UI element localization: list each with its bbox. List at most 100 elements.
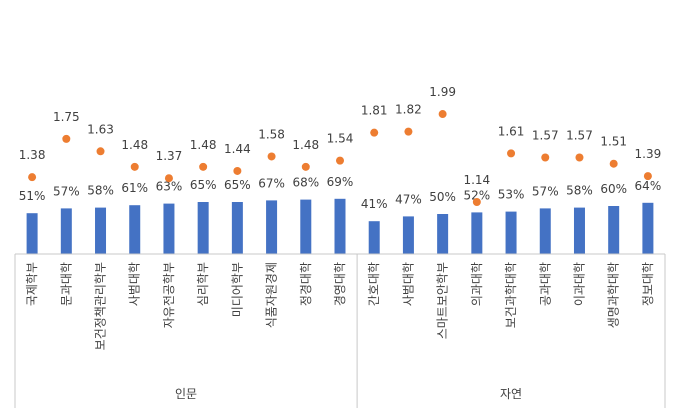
point <box>643 172 652 181</box>
bar <box>60 208 72 254</box>
bar <box>129 205 141 254</box>
point-value-label: 1.82 <box>395 103 422 117</box>
category-label: 간호대학 <box>367 262 381 306</box>
bar-value-label: 67% <box>258 176 285 190</box>
category-label: 미디어학부 <box>230 262 244 317</box>
category-label: 문과대학 <box>59 262 73 306</box>
point-value-label: 1.14 <box>463 173 490 187</box>
bar-value-label: 61% <box>121 181 148 195</box>
bar <box>573 207 585 254</box>
category-label: 경영대학 <box>333 262 347 306</box>
bar-value-label: 53% <box>498 188 525 202</box>
category-label: 심리학부 <box>196 262 210 306</box>
bar-value-label: 63% <box>156 180 183 194</box>
point <box>541 153 550 162</box>
point <box>28 173 37 182</box>
category-label: 사범대학 <box>401 262 415 306</box>
point-value-label: 1.39 <box>635 147 662 161</box>
category-labels: 국제학부 문과대학 보건정책관리학부 사범대학 자유전공학부 심리학부 미디어학부 식품자원경… <box>25 262 655 350</box>
point-value-label: 1.63 <box>87 122 114 136</box>
category-axis <box>14 253 666 408</box>
bar <box>300 199 312 254</box>
bar <box>26 213 38 254</box>
bar <box>642 202 654 254</box>
category-label: 보건정책관리학부 <box>93 262 108 350</box>
point <box>370 128 379 137</box>
category-label: 자유전공학부 <box>162 262 176 328</box>
bar <box>95 207 107 254</box>
point-value-label: 1.48 <box>292 138 319 152</box>
point-value-label: 1.99 <box>429 85 456 99</box>
point <box>130 162 139 171</box>
bar <box>402 216 414 254</box>
bar-value-label: 52% <box>464 188 491 202</box>
point-value-label: 1.51 <box>600 135 627 149</box>
group-labels: 인문 자연 <box>175 387 522 401</box>
point-value-label: 1.58 <box>258 127 285 141</box>
bar-series <box>26 198 654 254</box>
point <box>267 152 276 161</box>
bar-value-label: 50% <box>429 190 456 204</box>
bar-value-label: 58% <box>87 184 114 198</box>
bar-value-labels: 51% 57% 58% 61% 63% 65% 65% 67% 68% 69% 41% 47% 50% 5… <box>19 175 661 211</box>
point <box>507 149 516 158</box>
bar <box>437 214 449 254</box>
bar-value-label: 57% <box>53 184 80 198</box>
point <box>233 166 242 175</box>
category-label: 공과대학 <box>538 262 552 306</box>
bar <box>608 206 620 254</box>
point <box>62 134 71 143</box>
category-label: 의과대학 <box>470 262 484 306</box>
category-label: 사범대학 <box>128 262 142 306</box>
bar-value-label: 51% <box>19 189 46 203</box>
point-value-label: 1.57 <box>532 129 559 143</box>
bar <box>539 208 551 254</box>
point-value-label: 1.81 <box>361 104 388 118</box>
point-value-label: 1.61 <box>498 124 525 138</box>
point <box>199 162 208 171</box>
category-label: 생명과학대학 <box>607 262 621 328</box>
point-value-label: 1.75 <box>53 110 80 124</box>
point-value-label: 1.38 <box>19 148 46 162</box>
point-series <box>28 110 652 207</box>
bar <box>471 212 483 254</box>
bar-value-label: 64% <box>635 179 662 193</box>
bar <box>368 221 380 254</box>
point <box>609 159 618 168</box>
category-label: 정보대학 <box>641 262 655 306</box>
bar-value-label: 58% <box>566 184 593 198</box>
bar <box>266 200 278 254</box>
category-label: 스마트보안학부 <box>436 262 450 339</box>
point-value-labels: 1.38 1.75 1.63 1.48 1.37 1.48 1.44 1.58 1.48 1.54… <box>19 85 662 187</box>
point-value-label: 1.57 <box>566 129 593 143</box>
bar-value-label: 60% <box>600 182 627 196</box>
point <box>472 198 481 207</box>
category-label: 국제학부 <box>25 262 39 306</box>
bar-value-label: 47% <box>395 192 422 206</box>
group-label: 인문 <box>175 387 197 401</box>
bar-value-label: 41% <box>361 197 388 211</box>
point <box>96 147 105 156</box>
category-label: 이과대학 <box>572 262 586 306</box>
bar-value-label: 69% <box>327 175 354 189</box>
category-label: 정경대학 <box>299 262 313 306</box>
point-value-label: 1.44 <box>224 142 251 156</box>
point <box>301 162 310 171</box>
bar <box>231 202 243 254</box>
point-value-label: 1.54 <box>327 132 354 146</box>
point <box>164 174 173 183</box>
point <box>404 127 413 136</box>
point-value-label: 1.48 <box>121 138 148 152</box>
bar-value-label: 68% <box>292 176 319 190</box>
category-label: 보건과학대학 <box>504 262 518 328</box>
bar <box>163 203 175 254</box>
category-label: 식품자원경제 <box>265 262 279 328</box>
point-value-label: 1.48 <box>190 138 217 152</box>
bar-value-label: 57% <box>532 184 559 198</box>
point <box>438 110 447 119</box>
bar <box>505 211 517 254</box>
bar-value-label: 65% <box>190 178 217 192</box>
bar-value-label: 65% <box>224 178 251 192</box>
bar <box>334 198 346 254</box>
bar <box>197 202 209 254</box>
